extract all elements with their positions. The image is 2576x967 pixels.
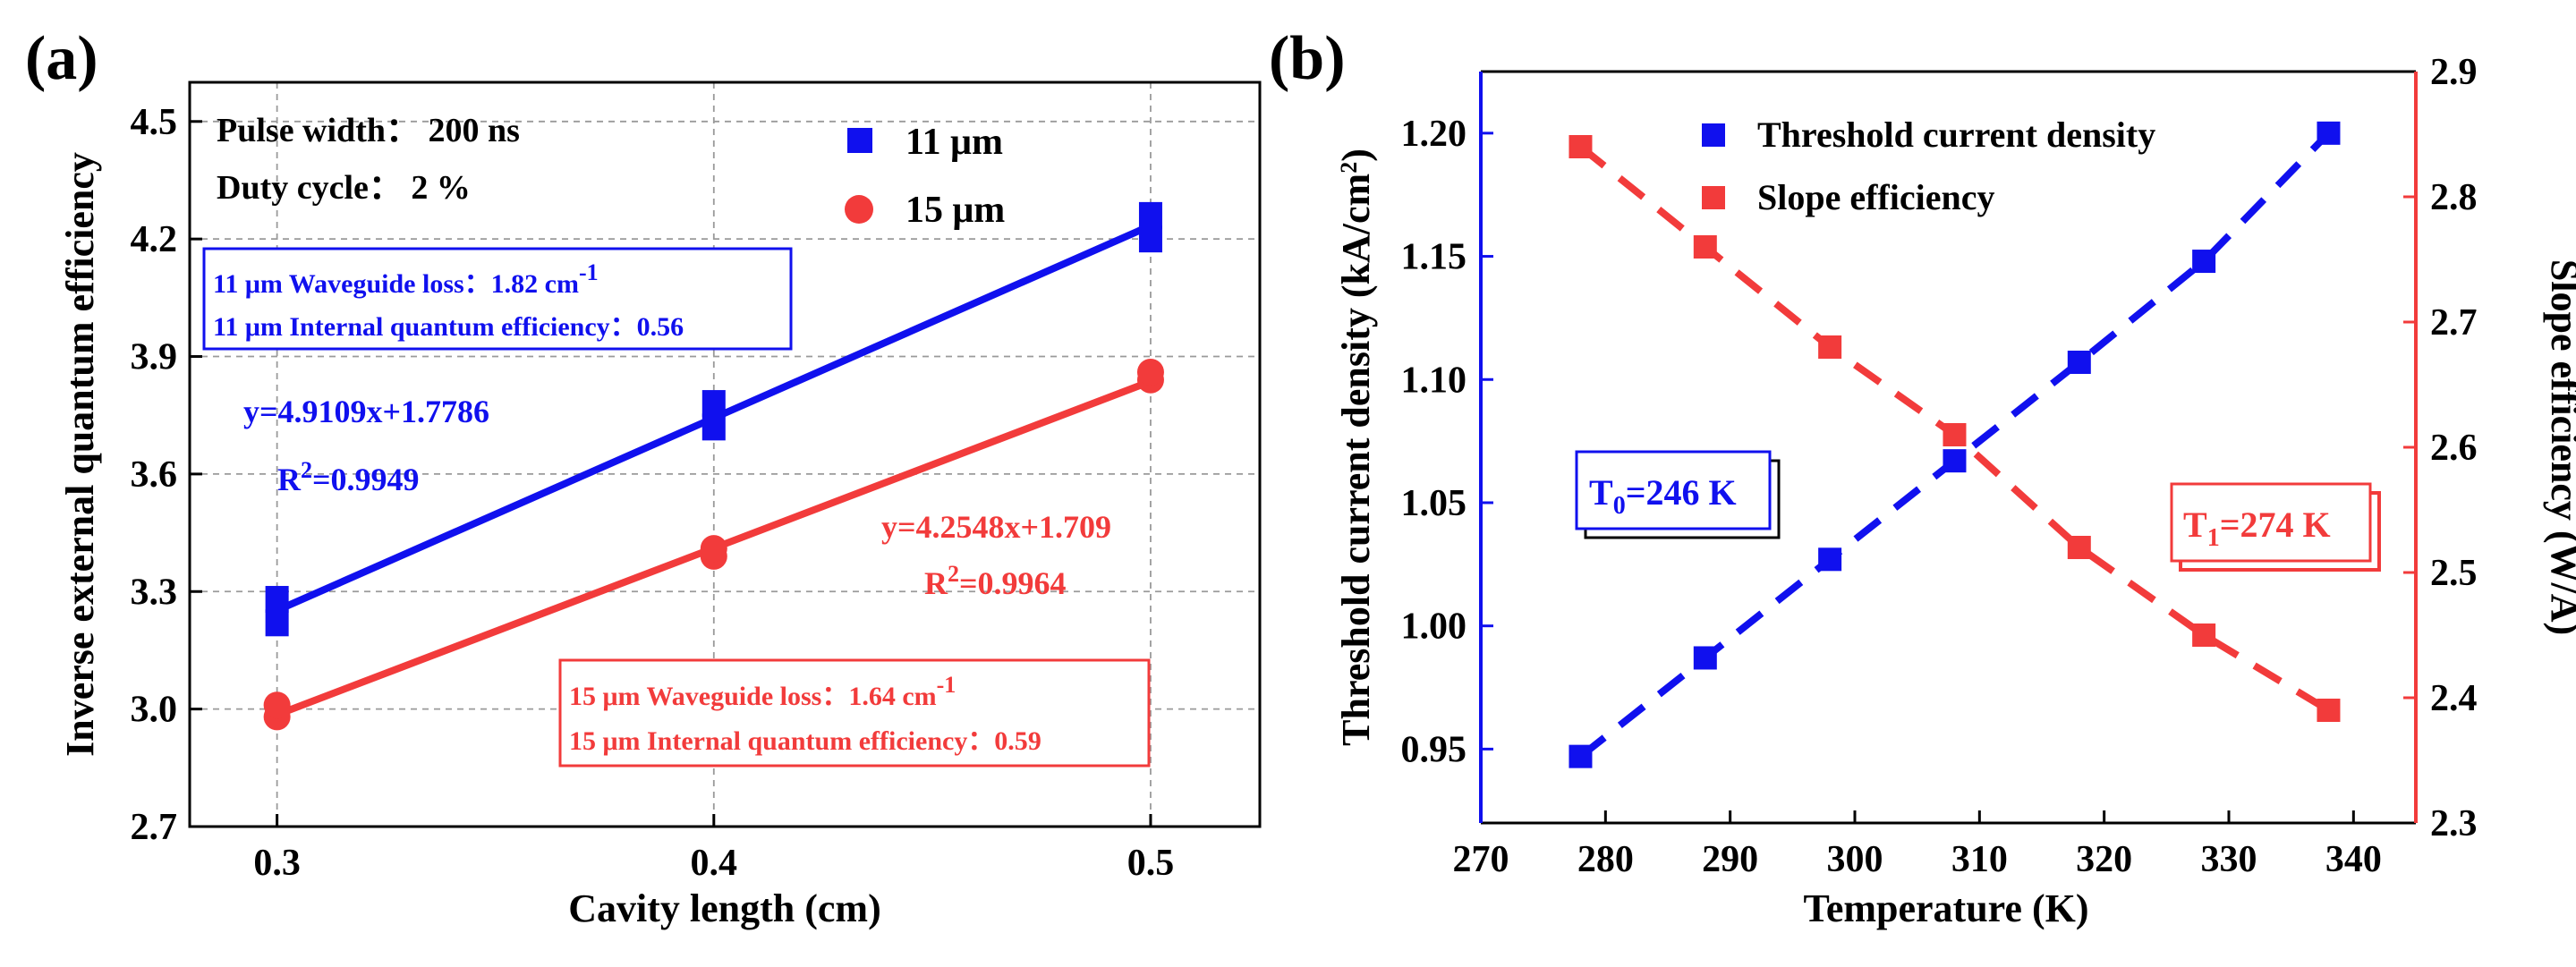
- slope-data-point: [1569, 135, 1593, 158]
- info-11um-internal-qe: 11 μm Internal quantum efficiency：0.56: [213, 312, 684, 342]
- y-right-tick-label: 2.3: [2430, 803, 2478, 844]
- panel-a-series: [263, 201, 1164, 731]
- panel-b-xlabel: Temperature (K): [1804, 886, 2089, 930]
- x-tick-label: 270: [1453, 839, 1509, 880]
- y-right-tick-label: 2.6: [2430, 428, 2478, 469]
- slope-data-point: [2317, 699, 2341, 722]
- x-tick-label: 0.5: [1127, 843, 1175, 884]
- data-point-11um: [265, 586, 289, 614]
- data-point-11um: [265, 609, 289, 637]
- x-tick-label: 280: [1577, 839, 1634, 880]
- legend-11um-label: 11 μm: [905, 122, 1003, 163]
- threshold-data-point: [2192, 250, 2216, 274]
- legend-11um-marker: [847, 128, 872, 153]
- info-11um-waveguide-loss: 11 μm Waveguide loss：1.82 cm-1: [213, 259, 599, 299]
- y-right-tick-label: 2.8: [2430, 177, 2478, 218]
- y-left-tick-label: 1.20: [1401, 114, 1467, 155]
- y-left-tick-label: 1.05: [1401, 483, 1467, 524]
- panel-b-label: (b): [1269, 24, 1346, 93]
- legend-threshold-marker: [1702, 123, 1725, 147]
- t0-box: [1575, 450, 1772, 530]
- r-squared-11um: R2=0.9949: [277, 457, 420, 497]
- legend-slope-label: Slope efficiency: [1757, 177, 1995, 217]
- x-tick-label: 310: [1951, 839, 2008, 880]
- slope-data-point: [2192, 623, 2216, 647]
- threshold-data-point: [1569, 744, 1593, 768]
- y-tick-label: 3.0: [131, 690, 178, 731]
- y-left-tick-label: 1.15: [1401, 237, 1467, 278]
- threshold-data-point: [2317, 121, 2341, 145]
- y-left-tick-label: 1.00: [1401, 606, 1467, 648]
- panel-b-ylabel-left: Threshold current density (kA/cm2): [1334, 148, 1378, 746]
- data-point-15um: [700, 535, 727, 563]
- y-right-tick-label: 2.9: [2430, 52, 2478, 93]
- data-point-11um: [701, 390, 726, 418]
- legend-15um-label: 15 μm: [905, 190, 1005, 231]
- pulse-width-text: Pulse width： 200 ns: [217, 112, 520, 149]
- panel-b-ticks: 270 280 290 300 310 320 330 340 0.95 1.00 1.05 1.10…: [1401, 52, 2478, 880]
- x-tick-label: 0.4: [691, 843, 738, 884]
- info-box-15um: [558, 658, 1151, 768]
- panel-a-xlabel: Cavity length (cm): [568, 886, 881, 930]
- y-tick-label: 3.3: [131, 572, 178, 613]
- fit-equation-11um: y=4.9109x+1.7786: [243, 394, 489, 429]
- slope-data-point: [1818, 335, 1842, 359]
- y-right-tick-label: 2.5: [2430, 553, 2478, 594]
- fit-equation-15um: y=4.2548x+1.709: [881, 509, 1111, 545]
- legend-slope-marker: [1702, 186, 1725, 209]
- threshold-data-point: [1693, 646, 1717, 670]
- y-left-tick-label: 1.10: [1401, 360, 1467, 401]
- y-right-tick-label: 2.7: [2430, 302, 2478, 344]
- panel-a-ylabel: Inverse external quantum efficiency: [58, 152, 102, 757]
- threshold-data-point: [1818, 547, 1842, 572]
- y-tick-label: 2.7: [131, 807, 178, 848]
- threshold-data-point: [2067, 350, 2091, 374]
- panel-b-series: [1569, 121, 2341, 768]
- r-squared-15um: R2=0.9964: [924, 561, 1067, 601]
- y-right-tick-label: 2.4: [2430, 678, 2478, 719]
- y-tick-label: 3.9: [131, 337, 178, 378]
- slope-data-point: [2067, 536, 2091, 559]
- duty-cycle-text: Duty cycle： 2 %: [217, 169, 471, 207]
- threshold-data-point: [1943, 449, 1967, 473]
- panel-a-ticks: 0.3 0.4 0.5 2.7 3.0 3.3 3.6 3.9 4.2 4.5: [131, 102, 1175, 884]
- panel-a-plot-frame: [188, 81, 1262, 828]
- x-tick-label: 320: [2076, 839, 2132, 880]
- legend-threshold-label: Threshold current density: [1757, 115, 2155, 155]
- x-tick-label: 0.3: [253, 843, 301, 884]
- info-box-11um: [202, 247, 793, 351]
- y-tick-label: 4.2: [131, 219, 178, 260]
- data-point-11um: [1138, 201, 1162, 229]
- x-tick-label: 300: [1827, 839, 1883, 880]
- x-tick-label: 330: [2201, 839, 2257, 880]
- x-tick-label: 290: [1702, 839, 1758, 880]
- t0-value: T0=246 K: [1589, 472, 1737, 520]
- data-point-11um: [1138, 225, 1162, 253]
- y-tick-label: 3.6: [131, 454, 178, 496]
- t1-value: T1=274 K: [2183, 505, 2331, 552]
- info-15um-waveguide-loss: 15 μm Waveguide loss：1.64 cm-1: [569, 672, 956, 711]
- data-point-15um: [1136, 359, 1164, 386]
- data-point-15um: [263, 691, 291, 719]
- panel-b-ylabel-right: Slope efficiency (W/A): [2543, 259, 2576, 635]
- t1-box: [2170, 482, 2372, 563]
- info-15um-internal-qe: 15 μm Internal quantum efficiency：0.59: [569, 726, 1041, 756]
- x-tick-label: 340: [2325, 839, 2382, 880]
- panel-a-label: (a): [25, 24, 98, 93]
- y-tick-label: 4.5: [131, 102, 178, 143]
- data-point-11um: [701, 413, 726, 441]
- slope-data-point: [1943, 423, 1967, 446]
- slope-data-point: [1693, 235, 1717, 259]
- y-left-tick-label: 0.95: [1401, 729, 1467, 770]
- legend-15um-marker: [845, 195, 873, 224]
